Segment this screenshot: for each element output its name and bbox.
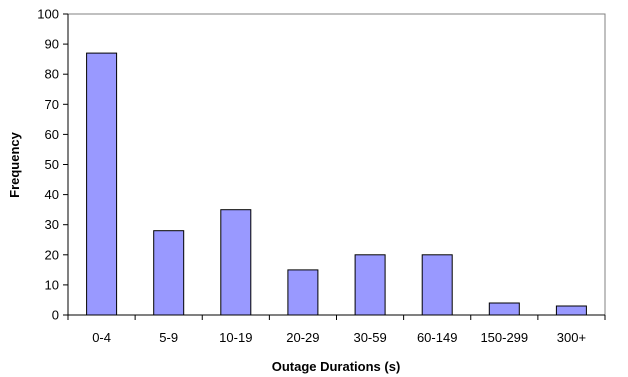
x-tick-label: 10-19: [219, 330, 252, 345]
y-tick-label: 50: [45, 157, 59, 172]
y-tick-label: 80: [45, 67, 59, 82]
x-tick-label: 150-299: [480, 330, 528, 345]
y-axis-title: Frequency: [7, 131, 22, 198]
x-tick-label: 5-9: [159, 330, 178, 345]
x-tick-label: 60-149: [417, 330, 457, 345]
y-tick-label: 90: [45, 37, 59, 52]
bar-10-19: [220, 209, 252, 316]
x-tick-label: 20-29: [286, 330, 319, 345]
y-ticks-group: 0 10 20 30 40 50 60 70 80 90 100: [37, 7, 68, 323]
y-tick-label: 10: [45, 277, 59, 292]
bar-300+: [555, 305, 587, 316]
x-tick-label: 300+: [557, 330, 586, 345]
bar-0-4: [86, 52, 118, 316]
y-tick-label: 30: [45, 217, 59, 232]
y-tick-label: 100: [37, 7, 59, 22]
bar-20-29: [287, 269, 319, 316]
bar-60-149: [421, 254, 453, 316]
bars-group: [86, 52, 587, 316]
x-tick-label: 30-59: [353, 330, 386, 345]
y-tick-label: 20: [45, 247, 59, 262]
y-tick-label: 0: [52, 308, 59, 323]
bar-30-59: [354, 254, 386, 316]
y-tick-label: 40: [45, 187, 59, 202]
x-ticks-group: 0-4 5-9 10-19 20-29 30-59 60-149 150-299 300+: [67, 315, 606, 345]
bar-150-299: [488, 302, 520, 316]
bar-5-9: [153, 230, 185, 316]
y-tick-label: 60: [45, 127, 59, 142]
x-axis-title: Outage Durations (s): [272, 359, 401, 374]
x-tick-label: 0-4: [92, 330, 111, 345]
plot-area: [67, 13, 606, 316]
y-tick-label: 70: [45, 97, 59, 112]
